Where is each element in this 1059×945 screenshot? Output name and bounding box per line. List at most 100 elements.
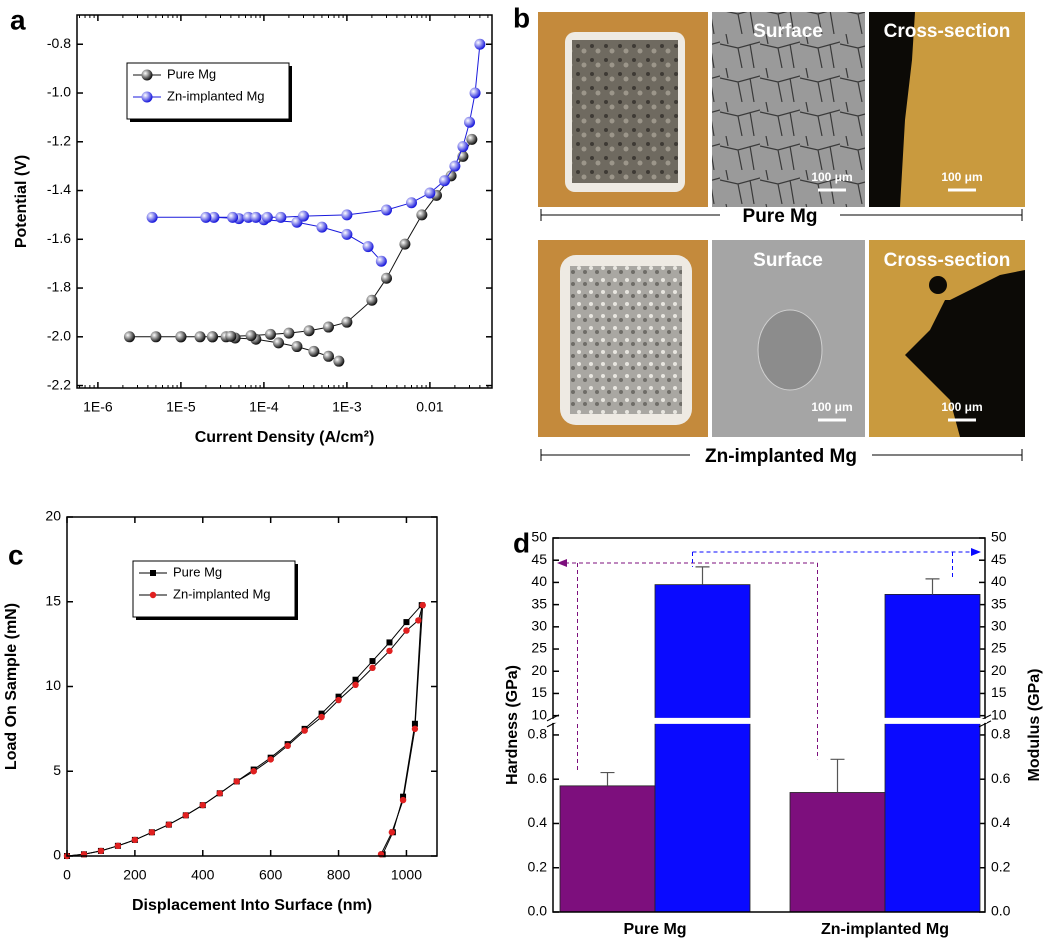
x-tick-label: Zn-implanted Mg (821, 921, 949, 938)
row-caption: Zn-implanted Mg (705, 446, 857, 467)
y2-tick-label: 40 (991, 573, 1007, 589)
marker (352, 682, 358, 688)
y-tick-label: -2.2 (47, 376, 71, 392)
sem-feature (758, 310, 822, 390)
panel-label: c (8, 539, 24, 570)
scale-bar-label: 100 μm (941, 400, 982, 414)
x-tick-label: 1E-5 (166, 399, 196, 415)
image-title: Cross-section (884, 21, 1011, 42)
marker (333, 356, 344, 367)
x-tick-label: 1E-3 (332, 399, 362, 415)
marker (200, 212, 211, 223)
marker (318, 714, 324, 720)
y-tick-label: 45 (531, 551, 547, 567)
x-tick-label: 0 (63, 867, 71, 883)
marker (381, 205, 392, 216)
marker (464, 117, 475, 128)
marker (403, 619, 409, 625)
y2-tick-label: 15 (991, 684, 1007, 700)
marker (284, 743, 290, 749)
marker (273, 337, 284, 348)
y2-tick-label: 0.4 (991, 814, 1011, 830)
marker (217, 790, 223, 796)
bar (655, 585, 750, 912)
marker (98, 848, 104, 854)
marker (424, 187, 435, 198)
marker (386, 639, 392, 645)
y-tick-label: -1.6 (47, 230, 71, 246)
scale-bar-label: 100 μm (811, 170, 852, 184)
panel-label: b (513, 2, 530, 33)
y2-tick-label: 0.2 (991, 858, 1011, 874)
marker (400, 797, 406, 803)
y-tick-label: 5 (53, 762, 61, 778)
bar (885, 594, 980, 912)
marker (147, 212, 158, 223)
marker (376, 256, 387, 267)
marker (466, 134, 477, 145)
marker (166, 821, 172, 827)
marker (381, 273, 392, 284)
marker (366, 295, 377, 306)
x-tick-label: 0.01 (416, 399, 443, 415)
sample-surface (570, 266, 682, 414)
marker (420, 602, 426, 608)
marker (370, 658, 376, 664)
marker (323, 351, 334, 362)
x-tick-label: 1E-6 (83, 399, 113, 415)
legend-label: Zn-implanted Mg (173, 586, 271, 601)
y-tick-label: -1.0 (47, 84, 71, 100)
marker (341, 317, 352, 328)
scale-bar-label: 100 μm (811, 400, 852, 414)
y-tick-label: 10 (531, 706, 547, 722)
marker (304, 325, 315, 336)
panel-label: d (513, 527, 530, 558)
y2-axis-title: Modulus (GPa) (1026, 669, 1043, 782)
image-title: Surface (753, 250, 823, 271)
y-tick-label: 50 (531, 529, 547, 545)
bar (560, 786, 655, 912)
marker (275, 212, 286, 223)
marker (200, 802, 206, 808)
bar (790, 792, 885, 912)
marker (142, 92, 153, 103)
marker (363, 241, 374, 252)
marker (406, 197, 417, 208)
y-axis-title: Hardness (GPa) (504, 665, 521, 785)
row-caption: Pure Mg (743, 206, 818, 227)
marker (265, 329, 276, 340)
series-line (130, 139, 472, 361)
y-tick-label: -2.0 (47, 328, 71, 344)
x-tick-label: 800 (327, 867, 351, 883)
marker (457, 141, 468, 152)
scale-bar-label: 100 μm (941, 170, 982, 184)
y-tick-label: -1.8 (47, 279, 71, 295)
marker (301, 727, 307, 733)
y-tick-label: 10 (45, 677, 61, 693)
marker (149, 829, 155, 835)
y2-tick-label: 50 (991, 529, 1007, 545)
marker (415, 617, 421, 623)
y-tick-label: 25 (531, 640, 547, 656)
marker (386, 648, 392, 654)
marker (246, 330, 257, 341)
figure: b Surface Cross-section 100 μm 100 μm Pu… (0, 0, 1059, 945)
panel-b: b Surface Cross-section 100 μm 100 μm Pu… (513, 2, 1025, 467)
y2-tick-label: 10 (991, 706, 1007, 722)
marker (474, 39, 485, 50)
sample-surface (572, 40, 678, 183)
marker (267, 756, 273, 762)
y-axis-title: Potential (V) (13, 155, 30, 248)
x-tick-label: 200 (123, 867, 147, 883)
y2-tick-label: 25 (991, 640, 1007, 656)
y-tick-label: 15 (45, 592, 61, 608)
x-tick-label: 1E-4 (249, 399, 279, 415)
y-tick-label: 20 (45, 508, 61, 524)
y2-tick-label: 30 (991, 618, 1007, 634)
marker (124, 331, 135, 342)
marker (250, 212, 261, 223)
marker (369, 665, 375, 671)
marker (262, 212, 273, 223)
x-tick-label: 600 (259, 867, 283, 883)
